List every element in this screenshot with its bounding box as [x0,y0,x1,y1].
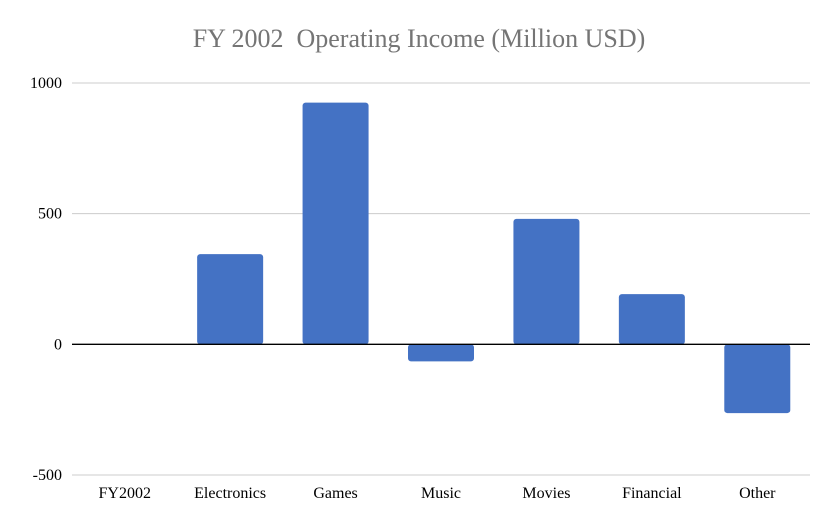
bar-games [302,102,369,345]
y-tick-label: 500 [38,206,62,223]
x-tick-label: Financial [622,485,682,502]
bars [197,102,791,414]
x-tick-label: Other [739,485,776,502]
x-axis-ticks: FY2002 Electronics Games Music Movies Financi… [98,485,776,502]
bar-electronics [197,254,264,345]
bar-financial [618,294,685,345]
y-tick-label: -500 [33,467,62,484]
y-axis-ticks: -500 0 500 1000 [30,75,62,484]
x-tick-label: FY2002 [98,485,150,502]
x-tick-label: Games [313,485,357,502]
x-tick-label: Electronics [194,485,266,502]
x-tick-label: Movies [522,485,570,502]
chart-title: FY 2002 Operating Income (Million USD) [192,24,646,53]
bar-movies [513,218,580,345]
bar-other [724,344,791,414]
x-tick-label: Music [421,485,461,502]
bar-music [408,344,474,362]
y-tick-label: 0 [54,336,62,353]
gridlines [72,82,810,476]
y-tick-label: 1000 [30,75,62,92]
